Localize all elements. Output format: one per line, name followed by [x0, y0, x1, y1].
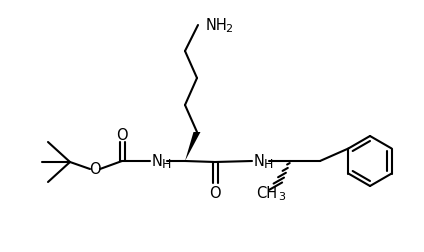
- Text: O: O: [89, 162, 101, 177]
- Text: NH: NH: [206, 17, 228, 32]
- Text: CH: CH: [257, 185, 278, 200]
- Text: 2: 2: [225, 24, 232, 34]
- Text: H: H: [264, 157, 273, 170]
- Text: O: O: [209, 185, 221, 200]
- Text: O: O: [116, 128, 128, 143]
- Polygon shape: [185, 133, 201, 161]
- Text: H: H: [162, 157, 171, 170]
- Text: 3: 3: [278, 191, 285, 201]
- Text: N: N: [254, 154, 265, 169]
- Text: N: N: [152, 154, 163, 169]
